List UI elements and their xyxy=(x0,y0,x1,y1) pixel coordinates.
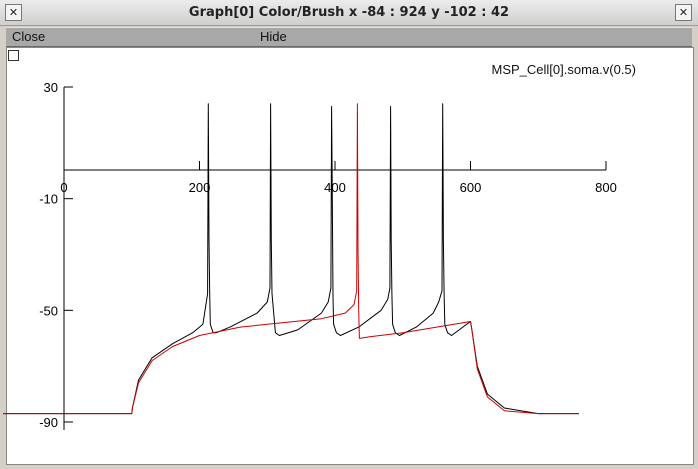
graph-menu-bar: Close Hide xyxy=(6,27,692,47)
graph-canvas[interactable] xyxy=(6,47,694,465)
window-menu-icon[interactable]: ✕ xyxy=(5,4,22,21)
title-bar: ✕ Graph[0] Color/Brush x -84 : 924 y -10… xyxy=(0,0,698,26)
graph-checkbox[interactable] xyxy=(8,50,19,61)
close-button[interactable]: Close xyxy=(12,29,46,44)
window-title: Graph[0] Color/Brush x -84 : 924 y -102 … xyxy=(188,5,510,20)
close-window-icon[interactable]: ✕ xyxy=(675,4,692,21)
hide-button[interactable]: Hide xyxy=(260,29,287,44)
